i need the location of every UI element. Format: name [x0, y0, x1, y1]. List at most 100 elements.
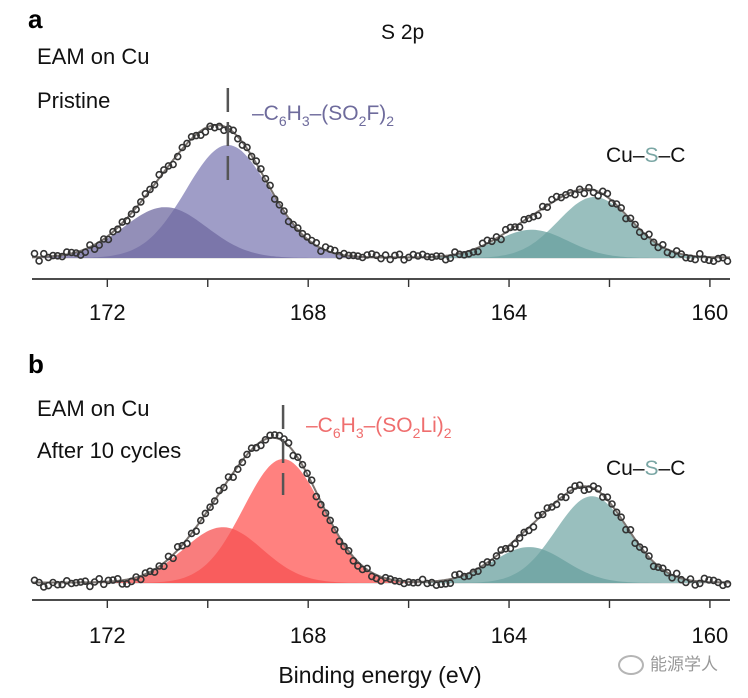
x-tick-label-160: 160	[692, 300, 729, 325]
wechat-icon	[618, 655, 644, 675]
formula-subscript: 6	[333, 425, 341, 441]
data-point	[529, 212, 538, 221]
data-point	[391, 576, 399, 585]
data-point	[719, 253, 727, 262]
data-point	[386, 255, 395, 264]
x-tick-label-164: 164	[491, 300, 528, 325]
x-axis-title: Binding energy (eV)	[278, 662, 481, 688]
data-point	[317, 247, 325, 255]
data-point	[432, 581, 441, 590]
data-point	[192, 131, 200, 140]
sample-label-b-1: EAM on Cu	[37, 396, 150, 421]
data-point	[261, 435, 270, 444]
data-point	[169, 160, 177, 169]
data-point	[326, 245, 335, 253]
data-point	[700, 574, 709, 583]
data-point	[247, 444, 256, 453]
data-point	[100, 580, 108, 589]
data-point	[672, 569, 681, 578]
data-point	[58, 252, 67, 261]
data-point	[160, 166, 168, 174]
data-point	[561, 493, 570, 502]
x-tick-label-164: 164	[491, 623, 528, 648]
watermark-text: 能源学人	[650, 655, 718, 675]
data-point	[649, 562, 658, 571]
data-point	[312, 492, 321, 501]
data-point	[266, 181, 274, 190]
data-point	[524, 526, 533, 535]
data-point	[617, 204, 626, 212]
data-point	[534, 511, 542, 520]
data-point	[543, 504, 552, 512]
data-point	[594, 484, 602, 493]
data-point	[668, 250, 676, 259]
data-point	[81, 577, 90, 586]
watermark: 能源学人	[618, 650, 718, 675]
data-point	[39, 249, 48, 258]
data-point	[705, 256, 713, 265]
data-point	[538, 202, 547, 211]
component-peak-3	[32, 496, 730, 583]
data-point	[238, 458, 247, 467]
data-point	[317, 500, 325, 509]
data-point	[515, 534, 524, 542]
data-point	[275, 201, 284, 209]
formula-text: H	[287, 102, 302, 125]
data-point	[257, 441, 265, 450]
data-point	[330, 525, 339, 534]
data-point	[201, 509, 210, 518]
data-point	[118, 218, 127, 226]
data-point	[538, 510, 547, 519]
data-point	[594, 192, 602, 200]
data-point	[206, 503, 214, 512]
data-point	[243, 143, 251, 152]
data-point	[234, 134, 242, 143]
data-point	[243, 450, 251, 459]
data-point	[90, 245, 99, 253]
data-point	[358, 565, 367, 574]
data-point	[608, 199, 616, 207]
data-point	[30, 249, 39, 258]
data-point	[511, 223, 519, 231]
data-point	[608, 500, 616, 508]
component-peak-2	[32, 207, 730, 258]
data-point	[501, 544, 510, 553]
data-point	[280, 207, 288, 215]
formula-text: –C	[659, 144, 686, 167]
data-point	[321, 509, 330, 517]
data-point	[400, 579, 408, 588]
data-point	[677, 250, 686, 258]
data-point	[515, 223, 524, 231]
data-point	[344, 546, 353, 555]
data-point	[58, 580, 67, 589]
data-point	[612, 200, 621, 208]
data-point	[441, 579, 450, 588]
data-point	[39, 583, 48, 591]
data-point	[215, 122, 224, 131]
data-point	[183, 539, 191, 548]
data-point	[534, 211, 542, 220]
data-point	[164, 162, 173, 170]
data-point	[580, 189, 589, 198]
data-point	[141, 190, 150, 198]
data-point	[210, 497, 219, 505]
data-point	[658, 241, 667, 249]
data-point	[571, 190, 579, 199]
data-point	[349, 556, 358, 565]
data-point	[409, 578, 418, 587]
formula-text: –(SO	[310, 102, 359, 125]
data-point	[298, 460, 307, 469]
annotation-lithium-sulfinate: –C6H3–(SO2Li)2	[306, 414, 452, 441]
data-point	[695, 579, 704, 588]
data-point	[330, 246, 339, 255]
formula-text: –C	[252, 102, 279, 125]
data-point	[474, 247, 482, 256]
data-point	[155, 562, 163, 570]
data-point	[552, 192, 561, 201]
data-point	[183, 139, 191, 148]
data-point	[63, 248, 71, 256]
data-point	[354, 252, 362, 260]
formula-subscript: 6	[279, 113, 287, 129]
data-point	[446, 579, 455, 588]
data-point	[686, 575, 695, 583]
